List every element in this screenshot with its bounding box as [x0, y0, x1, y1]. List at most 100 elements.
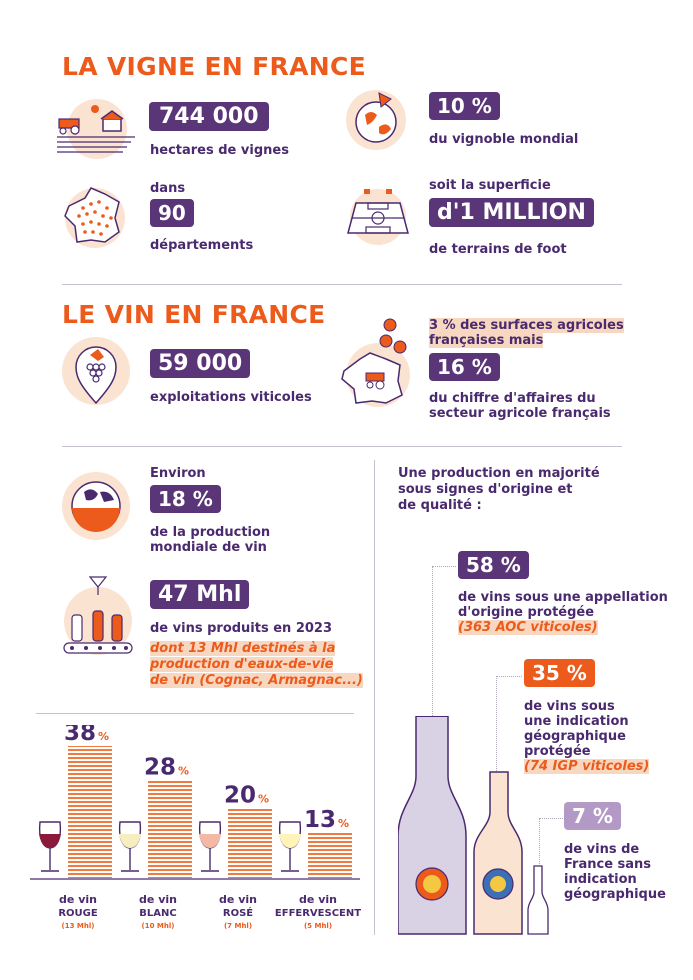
- stat-departments-pre: dans: [150, 181, 186, 196]
- stat-none-l4: géographique: [564, 887, 666, 902]
- connector-none: [539, 818, 540, 866]
- stat-departments-value: 90: [150, 199, 194, 227]
- stat-igp-l1: de vins sous: [524, 699, 615, 714]
- chart-volume-label: (5 Mhl): [304, 922, 332, 930]
- chart-category-prefix: de vin: [139, 893, 177, 906]
- divider-vertical: [374, 460, 375, 935]
- wine-glass-liquid: [199, 834, 221, 848]
- divider-1: [62, 284, 622, 285]
- stat-volume-value: 47 Mhl: [150, 580, 250, 609]
- football-field-icon: [338, 183, 418, 247]
- chart-category-prefix: de vin: [299, 893, 337, 906]
- wine-glass-liquid: [279, 834, 301, 848]
- stat-world-production-label1: de la production: [150, 525, 271, 540]
- bottling-line-icon: [58, 575, 138, 661]
- stat-surface-line2: françaises mais: [429, 333, 544, 348]
- stat-surface-line2-text: françaises mais: [429, 333, 544, 348]
- france-coins-icon: [332, 315, 418, 411]
- wine-type-chart-svg: 38 % de vin ROUGE (13 Mhl) 28 % de vin BLANC (10 …: [30, 720, 361, 930]
- bottles-illustration: [397, 715, 658, 938]
- stat-igp-value: 35 %: [524, 659, 595, 687]
- chart-value-label: 38: [64, 725, 96, 746]
- stat-none-value: 7 %: [564, 802, 621, 830]
- tractor-field-icon: [55, 97, 139, 165]
- wine-glass-liquid: [119, 834, 141, 848]
- bottle-icon: [397, 715, 467, 935]
- stat-aop-value: 58 %: [458, 551, 529, 579]
- stat-surface-label1: du chiffre d'affaires du: [429, 391, 596, 406]
- stat-volume-note1: dont 13 Mhl destinés à la: [150, 641, 336, 656]
- chart-bar: [308, 832, 352, 878]
- section-title-vin: LE VIN EN FRANCE: [62, 300, 326, 329]
- origin-title2: sous signes d'origine et: [398, 482, 573, 497]
- stat-world-share-label: du vignoble mondial: [429, 132, 579, 147]
- origin-title3: de qualité :: [398, 498, 482, 513]
- connector-aop: [432, 566, 433, 716]
- chart-bar: [68, 746, 112, 878]
- stat-igp-l2: une indication: [524, 714, 629, 729]
- chart-bar: [228, 808, 272, 878]
- chart-category-label: ROUGE: [58, 908, 98, 919]
- chart-category-prefix: de vin: [219, 893, 257, 906]
- connector-aop-h: [432, 566, 456, 567]
- france-map-icon: [55, 180, 133, 256]
- chart-value-label: 13: [304, 807, 336, 833]
- chart-category-label: EFFERVESCENT: [275, 908, 361, 919]
- stat-surface-value: 16 %: [429, 353, 500, 381]
- stat-surface-line1-text: 3 % des surfaces agricoles: [429, 318, 624, 333]
- stat-surface-line1: 3 % des surfaces agricoles: [429, 318, 624, 333]
- connector-igp-h: [496, 676, 522, 677]
- stat-farms-value: 59 000: [150, 349, 251, 378]
- stat-world-production-value: 18 %: [150, 485, 221, 513]
- stat-hectares-label: hectares de vignes: [150, 143, 289, 158]
- stat-igp-l3: géographique: [524, 729, 626, 744]
- grape-pin-icon: [60, 333, 132, 409]
- stat-departments-label: départements: [150, 238, 254, 253]
- origin-title1: Une production en majorité: [398, 466, 600, 481]
- stat-igp-note: (74 IGP viticoles): [524, 759, 650, 774]
- chart-unit-label: %: [178, 765, 189, 778]
- stat-football-value: d'1 MILLION: [429, 198, 594, 227]
- stat-volume-note2: production d'eaux-de-vie: [150, 657, 334, 672]
- divider-2: [62, 446, 622, 447]
- chart-value-label: 28: [144, 755, 176, 781]
- stat-aop-note: (363 AOC viticoles): [458, 620, 598, 635]
- chart-volume-label: (10 Mhl): [142, 922, 175, 930]
- stat-world-production-label2: mondiale de vin: [150, 540, 267, 555]
- stat-aop-l1: de vins sous une appellation: [458, 590, 668, 605]
- chart-bar: [148, 780, 192, 878]
- chart-unit-label: %: [98, 730, 109, 743]
- stat-farms-label: exploitations viticoles: [150, 390, 312, 405]
- stat-aop-l2: d'origine protégée: [458, 605, 595, 620]
- connector-none-h: [539, 818, 563, 819]
- stat-volume-label: de vins produits en 2023: [150, 621, 333, 636]
- stat-none-l1: de vins de: [564, 842, 640, 857]
- stat-volume-note2-text: production d'eaux-de-vie: [150, 657, 334, 672]
- chart-category-label: BLANC: [139, 908, 176, 919]
- stat-hectares-value: 744 000: [149, 102, 269, 131]
- stat-football-pre: soit la superficie: [429, 178, 551, 193]
- stat-football-label: de terrains de foot: [429, 242, 567, 257]
- divider-3: [36, 713, 354, 714]
- stat-volume-note3: de vin (Cognac, Armagnac...): [150, 673, 363, 688]
- chart-unit-label: %: [338, 817, 349, 830]
- chart-value-label: 20: [224, 783, 256, 809]
- chart-category-label: ROSÉ: [223, 906, 253, 919]
- stat-none-l2: France sans: [564, 857, 652, 872]
- stat-igp-note-text: (74 IGP viticoles): [524, 759, 650, 774]
- chart-volume-label: (7 Mhl): [224, 922, 252, 930]
- section-title-vigne: LA VIGNE EN FRANCE: [62, 52, 366, 81]
- chart-unit-label: %: [258, 793, 269, 806]
- wine-type-chart: 38% de vin ROUGE (13 Mhl) 28% de vin BLANC (10 …: [30, 720, 370, 940]
- stat-none-l3: indication: [564, 872, 637, 887]
- stat-world-share-value: 10 %: [429, 92, 500, 120]
- stat-igp-l4: protégée: [524, 744, 591, 759]
- stat-aop-note-text: (363 AOC viticoles): [458, 620, 598, 635]
- stat-volume-note3-text: de vin (Cognac, Armagnac...): [150, 673, 363, 688]
- stat-volume-note1-text: dont 13 Mhl destinés à la: [150, 641, 336, 656]
- globe-wine-icon: [60, 470, 132, 542]
- connector-igp: [496, 676, 497, 771]
- globe-pie-icon: [343, 85, 409, 151]
- chart-volume-label: (13 Mhl): [62, 922, 95, 930]
- chart-category-prefix: de vin: [59, 893, 97, 906]
